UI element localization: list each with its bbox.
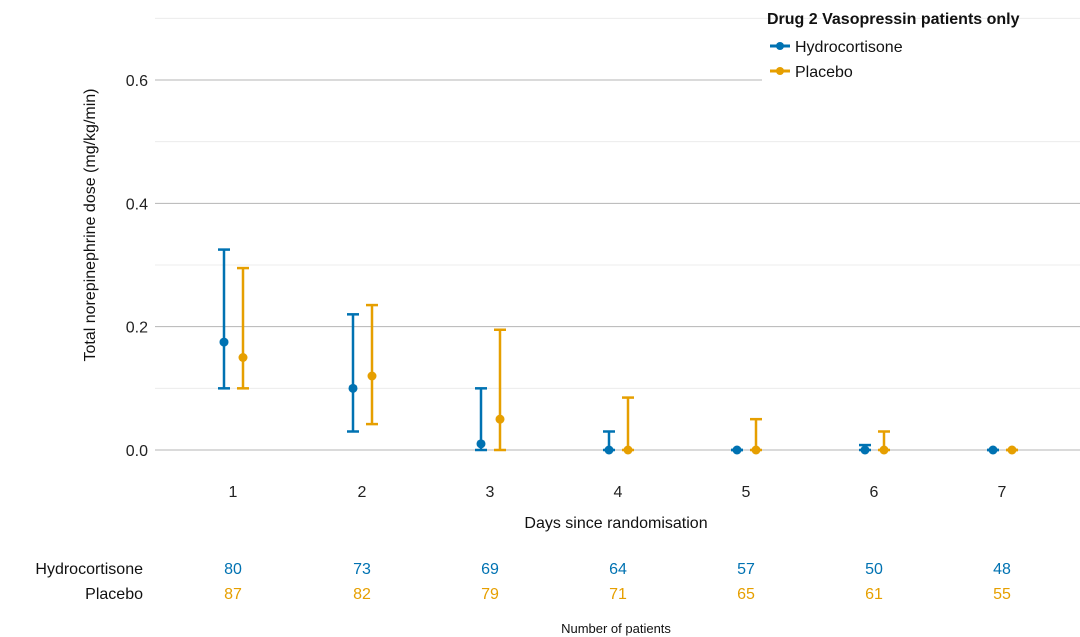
median-point bbox=[238, 352, 248, 362]
y-tick-label: 0.6 bbox=[126, 73, 148, 90]
risk-count: 69 bbox=[481, 561, 499, 578]
risk-count: 80 bbox=[224, 561, 242, 578]
risk-count: 57 bbox=[737, 561, 755, 578]
median-point bbox=[860, 445, 870, 455]
median-point bbox=[348, 383, 358, 393]
median-point bbox=[988, 445, 998, 455]
median-point bbox=[495, 414, 505, 424]
legend-item-hydrocortisone: Hydrocortisone bbox=[770, 39, 903, 56]
median-point bbox=[751, 445, 761, 455]
y-axis-ticks: 0.0 0.2 0.4 0.6 bbox=[126, 73, 148, 460]
x-tick-label: 1 bbox=[229, 484, 238, 501]
risk-count: 87 bbox=[224, 586, 242, 603]
legend-key-point bbox=[776, 67, 784, 75]
median-point bbox=[219, 337, 229, 347]
y-tick-label: 0.2 bbox=[126, 320, 148, 337]
series-hydrocortisone bbox=[218, 248, 999, 455]
risk-count: 82 bbox=[353, 586, 371, 603]
risk-count: 79 bbox=[481, 586, 499, 603]
risk-count: 71 bbox=[609, 586, 627, 603]
risk-row-label: Placebo bbox=[85, 586, 143, 603]
risk-count: 64 bbox=[609, 561, 627, 578]
median-point bbox=[732, 445, 742, 455]
x-tick-label: 6 bbox=[870, 484, 879, 501]
median-point bbox=[604, 445, 614, 455]
risk-table-title: Number of patients bbox=[561, 621, 671, 636]
median-point bbox=[623, 445, 633, 455]
x-axis-title: Days since randomisation bbox=[524, 515, 707, 532]
risk-table: Hydrocortisone 80 73 69 64 57 50 48 Placebo 87 82 7… bbox=[35, 561, 1011, 603]
median-point bbox=[1007, 445, 1017, 455]
x-tick-label: 2 bbox=[358, 484, 367, 501]
risk-count: 73 bbox=[353, 561, 371, 578]
median-point bbox=[476, 439, 486, 449]
risk-count: 48 bbox=[993, 561, 1011, 578]
risk-row-label: Hydrocortisone bbox=[35, 561, 143, 578]
legend-title: Drug 2 Vasopressin patients only bbox=[767, 11, 1020, 28]
x-tick-label: 7 bbox=[998, 484, 1007, 501]
x-tick-label: 5 bbox=[742, 484, 751, 501]
legend-label: Placebo bbox=[795, 64, 853, 81]
median-point bbox=[367, 371, 377, 381]
risk-count: 55 bbox=[993, 586, 1011, 603]
legend-key-point bbox=[776, 42, 784, 50]
legend: Drug 2 Vasopressin patients only Hydroco… bbox=[762, 11, 1080, 90]
grid bbox=[155, 17, 1080, 451]
y-tick-label: 0.4 bbox=[126, 196, 148, 213]
x-axis-ticks: 1 2 3 4 5 6 7 bbox=[229, 484, 1007, 501]
risk-count: 50 bbox=[865, 561, 883, 578]
risk-count: 61 bbox=[865, 586, 883, 603]
series-placebo bbox=[237, 266, 1018, 455]
legend-item-placebo: Placebo bbox=[770, 64, 853, 81]
legend-label: Hydrocortisone bbox=[795, 39, 903, 56]
y-tick-label: 0.0 bbox=[126, 443, 148, 460]
median-point bbox=[879, 445, 889, 455]
y-axis-title: Total norepinephrine dose (mg/kg/min) bbox=[82, 88, 99, 361]
data-marks bbox=[218, 248, 1018, 455]
x-tick-label: 3 bbox=[486, 484, 495, 501]
legend-background bbox=[762, 36, 1080, 90]
x-tick-label: 4 bbox=[614, 484, 623, 501]
risk-count: 65 bbox=[737, 586, 755, 603]
